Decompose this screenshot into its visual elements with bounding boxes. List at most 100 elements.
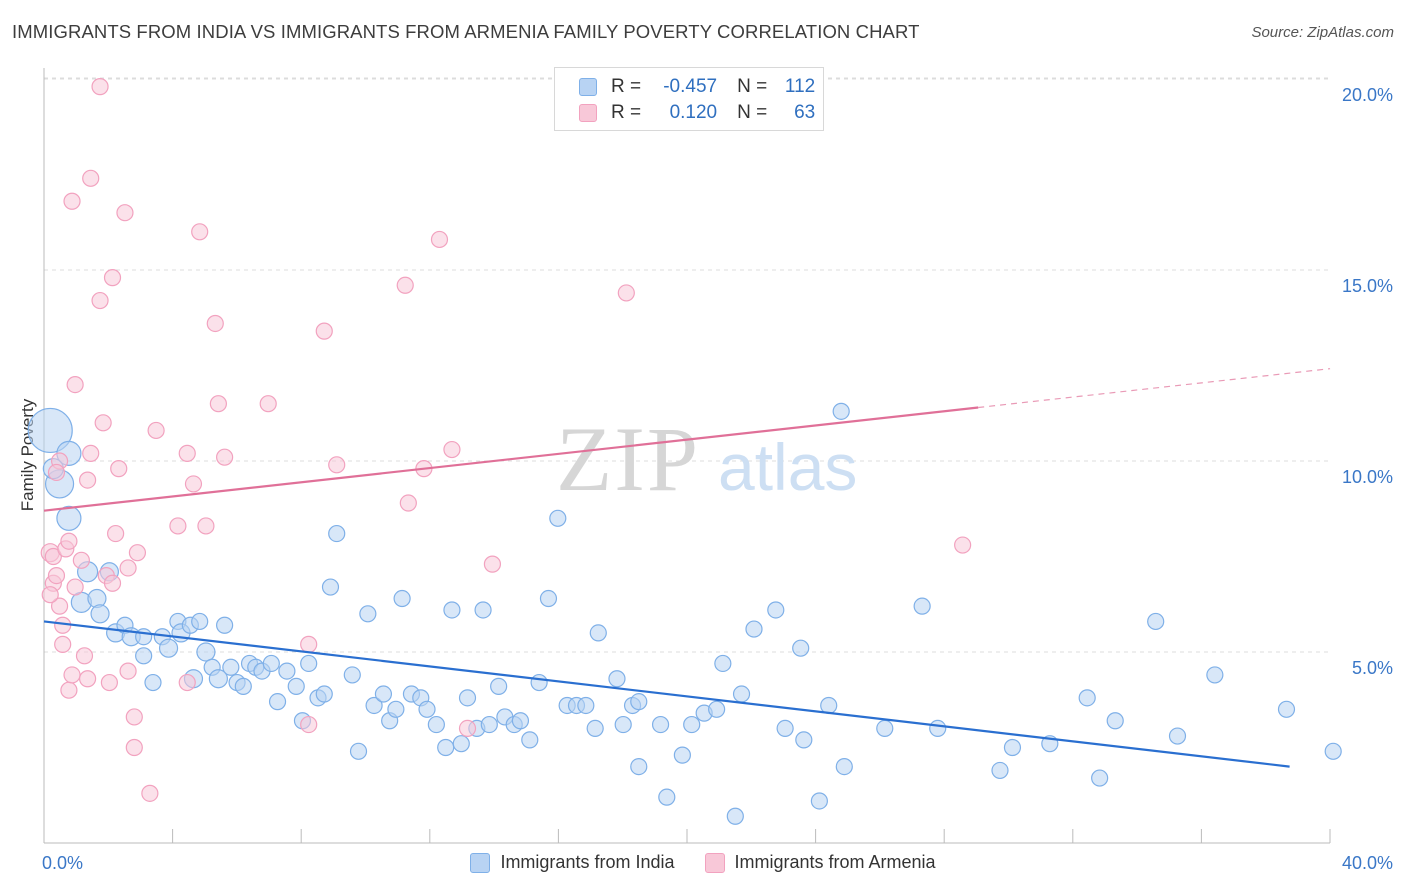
india-point [328,524,346,543]
n-value-india: 112 [784,76,816,97]
armenia-point [125,738,143,757]
armenia-point [396,276,414,294]
armenia-trend-extension [978,368,1331,409]
india-point [359,605,377,623]
india-point [490,677,508,695]
india-swatch [579,78,597,96]
axes [43,68,1331,844]
armenia-point [103,574,122,592]
india-point [714,654,732,673]
watermark-atlas: atlas [718,430,857,504]
india-point [658,788,676,806]
armenia-point [63,666,81,684]
y-tick-label: 10.0% [1342,467,1393,487]
india-point [349,742,368,760]
armenia-point [41,586,59,604]
tick-labels: 5.0% 10.0% 15.0% 20.0% 0.0% 40.0% [42,85,1393,873]
armenia-point [458,719,477,738]
india-point [1078,689,1096,707]
armenia-point [103,269,122,287]
armenia-point [50,597,69,615]
armenia-point [315,322,333,340]
armenia-point [91,291,109,310]
india-point [427,715,445,734]
armenia-point [147,421,165,440]
x-tick-label: 40.0% [1342,853,1393,873]
armenia-point [954,536,972,554]
india-point [614,715,632,734]
india-point [191,612,209,631]
correlation-legend: R = -0.457 N = 112 R = 0.120 N = 63 [554,67,824,131]
armenia-point [216,448,234,466]
india-point [745,620,763,638]
india-point [795,731,813,749]
india-point [577,696,595,715]
india-point [234,677,252,695]
india-point [216,616,234,634]
armenia-point [66,376,84,394]
legend-row-armenia: R = 0.120 N = 63 [579,101,815,125]
armenia-point [107,524,125,543]
armenia-point [169,517,187,535]
india-point [732,685,751,703]
india-point [374,685,393,703]
legend-item-india[interactable]: Immigrants from India [470,852,675,873]
x-tick-label: 0.0% [42,853,83,873]
armenia-point [78,471,97,489]
india-point [418,700,436,718]
india-point [387,700,405,718]
y-tick-label: 20.0% [1342,85,1393,105]
india-point [1168,727,1187,745]
legend-row-india: R = -0.457 N = 112 [579,75,815,99]
india-point [586,719,604,738]
india-point [90,604,110,624]
india-point [929,719,947,738]
india-point [708,700,726,718]
india-point [792,639,810,657]
armenia-point [63,192,81,210]
india-point [673,746,691,764]
india-point [1147,612,1165,631]
india-point [208,669,228,689]
n-label: N = [737,76,768,97]
armenia-point [72,551,90,569]
india-point [278,662,296,680]
armenia-point [119,662,137,680]
armenia-point [300,715,318,734]
india-point [480,715,498,734]
india-swatch [470,852,491,873]
trend-lines [43,368,1331,768]
armenia-point [617,284,635,302]
legend-label-india: Immigrants from India [500,852,675,872]
armenia-point [75,647,94,665]
india-point [287,677,305,695]
chart-title: IMMIGRANTS FROM INDIA VS IMMIGRANTS FROM… [12,21,920,42]
armenia-point [209,395,227,413]
armenia-point [119,559,137,577]
armenia-point [110,460,128,478]
india-point [222,658,240,676]
legend-item-armenia[interactable]: Immigrants from Armenia [704,852,936,873]
india-point [437,738,455,757]
armenia-point [91,78,109,96]
source-label: Source: ZipAtlas.com [1251,24,1394,41]
armenia-point [328,456,346,474]
india-point [452,735,470,753]
armenia-point [100,673,118,692]
armenia-point [60,681,78,699]
r-value-armenia: 0.120 [669,102,718,123]
india-point [913,597,931,615]
india-point [365,696,383,715]
r-value-india: -0.457 [663,76,718,97]
india-point [683,715,701,734]
india-point [630,693,648,711]
armenia-point [47,566,66,585]
india-point [810,792,828,810]
india-point [315,685,333,703]
armenia-point [47,463,66,482]
india-point [876,719,894,738]
india-point [511,712,530,730]
armenia-point [430,230,449,249]
armenia-point [82,169,100,187]
